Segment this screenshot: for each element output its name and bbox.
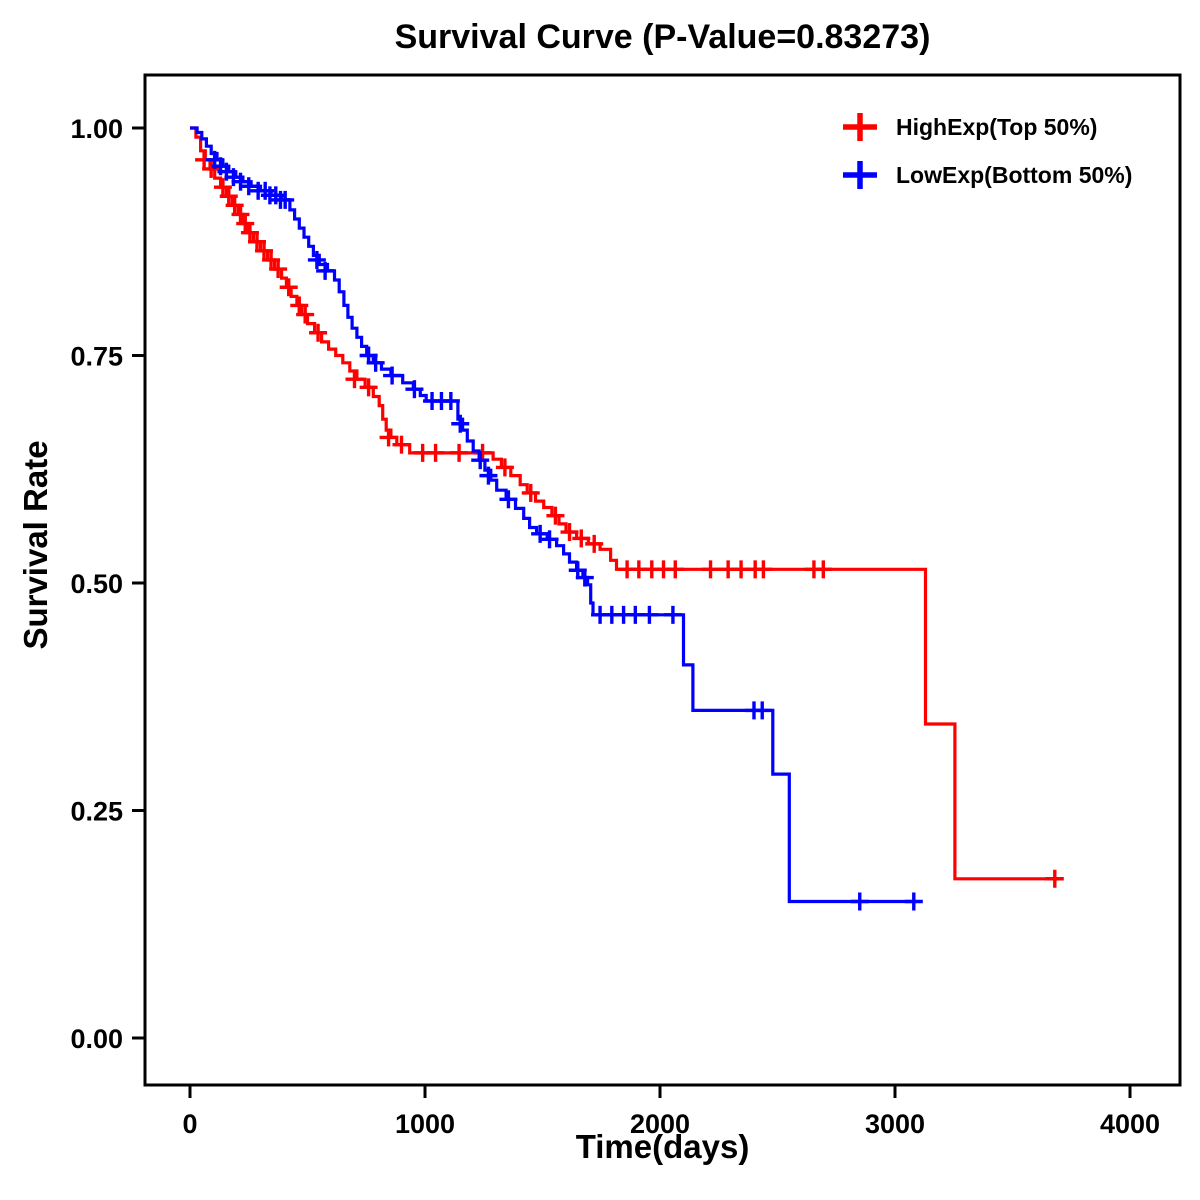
x-axis-label: Time(days) — [575, 1128, 750, 1165]
plus-marker-highexp-icon — [843, 113, 877, 141]
x-tick-label: 4000 — [1100, 1109, 1160, 1139]
survival-step-line-0 — [190, 126, 1060, 881]
y-tick-label: 0.75 — [70, 342, 123, 372]
y-tick-label: 1.00 — [70, 114, 123, 144]
legend: HighExp(Top 50%) LowExp(Bottom 50%) — [840, 112, 1132, 190]
x-tick-label: 0 — [182, 1109, 197, 1139]
legend-label-lowexp: LowExp(Bottom 50%) — [896, 161, 1133, 188]
y-tick-label: 0.00 — [70, 1024, 123, 1054]
x-tick-label: 2000 — [630, 1109, 690, 1139]
plot-border — [143, 73, 1182, 1087]
legend-label-highexp: HighExp(Top 50%) — [896, 113, 1098, 140]
legend-entry-highexp: HighExp(Top 50%) — [840, 112, 1132, 142]
chart-title: Survival Curve (P-Value=0.83273) — [394, 18, 931, 56]
y-tick-label: 0.50 — [70, 569, 123, 599]
y-tick-label: 0.25 — [70, 797, 123, 827]
plus-marker-lowexp-icon — [843, 161, 877, 189]
x-tick-label: 3000 — [865, 1109, 925, 1139]
x-tick-label: 1000 — [395, 1109, 455, 1139]
legend-entry-lowexp: LowExp(Bottom 50%) — [840, 160, 1132, 190]
y-axis-label: Survival Rate — [17, 440, 54, 650]
